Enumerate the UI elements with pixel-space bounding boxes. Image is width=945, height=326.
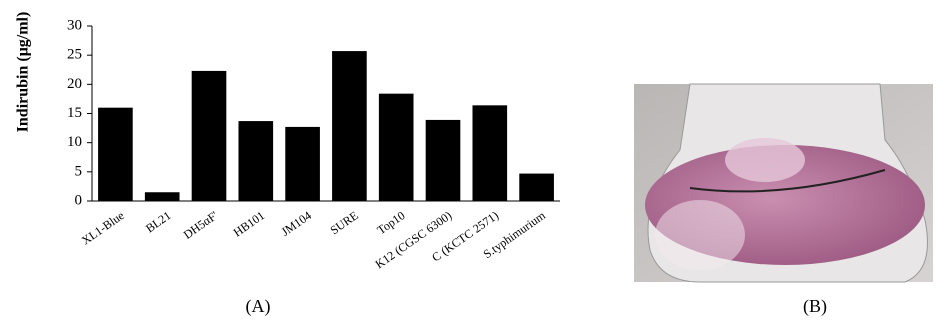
bar xyxy=(98,107,133,201)
x-tick-label: BL21 xyxy=(143,208,173,235)
panel-label: (B) xyxy=(803,296,827,317)
bar xyxy=(472,105,508,201)
panel-label: (A) xyxy=(246,296,271,317)
bar xyxy=(285,126,320,201)
bar xyxy=(519,173,554,201)
bar xyxy=(144,192,180,201)
y-tick-label: 20 xyxy=(67,76,82,92)
bar xyxy=(332,51,367,202)
bar xyxy=(425,119,461,201)
y-tick-label: 30 xyxy=(67,17,82,33)
bar xyxy=(378,93,414,201)
y-tick-label: 0 xyxy=(75,192,83,208)
y-tick-label: 25 xyxy=(67,47,82,63)
y-tick-label: 5 xyxy=(75,163,83,179)
bar xyxy=(191,70,227,202)
photo xyxy=(634,83,933,283)
y-tick-label: 10 xyxy=(67,134,82,150)
x-tick-label: SURE xyxy=(328,208,361,237)
x-tick-label: XL1-Blue xyxy=(79,208,127,247)
x-tick-label: HB101 xyxy=(231,208,267,239)
x-tick-label: JM104 xyxy=(279,208,314,239)
x-tick-label: Top10 xyxy=(374,208,407,237)
y-tick-label: 15 xyxy=(67,105,82,121)
bar xyxy=(238,121,274,201)
y-axis-label: Indirubin (μg/ml) xyxy=(15,12,32,133)
x-tick-label: DH5αF' xyxy=(181,208,221,242)
